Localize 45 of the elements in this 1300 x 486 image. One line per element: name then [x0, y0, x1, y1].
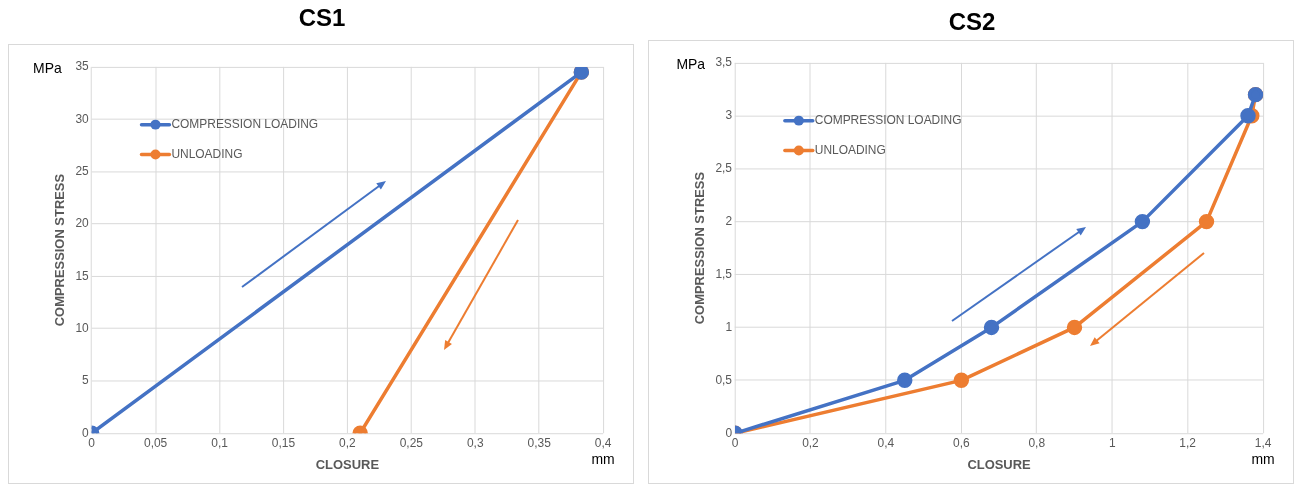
- y-axis-title: COMPRESSION STRESS: [692, 171, 708, 325]
- x-tick-label: 0,2: [802, 435, 820, 450]
- y-tick-label: 2,5: [715, 161, 733, 175]
- x-tick-label: 1,2: [1179, 435, 1197, 450]
- text: mm: [1251, 450, 1275, 467]
- y-tick-label: 2: [725, 213, 733, 228]
- x-tick-label: 1: [1108, 435, 1116, 450]
- x-tick-label: 0,2: [339, 435, 357, 450]
- x-tick-label: 0,4: [594, 435, 612, 450]
- x-tick-label: 1,4: [1254, 435, 1272, 450]
- x-tick-label: 0,3: [466, 435, 484, 450]
- y-tick-label: 20: [75, 216, 90, 231]
- y-tick-label: 1,5: [715, 266, 733, 281]
- y-axis-title: COMPRESSION STRESS: [52, 173, 68, 327]
- legend-label: UNLOADING: [171, 146, 243, 161]
- text: mm: [591, 450, 615, 467]
- x-tick-label: 0,35: [527, 435, 552, 450]
- text: MPa: [676, 55, 706, 72]
- y-tick-label: 0: [725, 425, 733, 440]
- x-tick-label: 0,15: [271, 435, 296, 450]
- x-axis-title: CLOSURE: [967, 456, 1032, 472]
- text: MPa: [33, 59, 63, 76]
- legend-label: COMPRESSION LOADING: [814, 112, 962, 127]
- x-tick-label: 0,25: [399, 435, 424, 450]
- legend-label: COMPRESSION LOADING: [171, 116, 319, 131]
- y-tick-label: 30: [75, 111, 90, 126]
- y-tick-label: 5: [82, 373, 90, 388]
- chart-title: CS1: [297, 4, 347, 32]
- y-tick-label: 3,5: [715, 55, 733, 70]
- y-tick-label: 35: [75, 59, 90, 74]
- y-tick-label: 1: [725, 319, 733, 334]
- chart-title: CS2: [947, 8, 997, 36]
- x-tick-label: 0,6: [953, 435, 970, 450]
- x-tick-label: 0,1: [211, 435, 229, 450]
- x-tick-label: 0,8: [1028, 435, 1046, 450]
- y-tick-label: 10: [75, 320, 90, 335]
- legend-label: UNLOADING: [814, 142, 886, 157]
- y-tick-label: 15: [75, 268, 90, 283]
- y-tick-label: 3: [725, 108, 733, 123]
- y-tick-label: 0: [82, 425, 90, 440]
- x-tick-label: 0,4: [877, 435, 895, 450]
- y-tick-label: 25: [75, 163, 90, 178]
- x-axis-title: CLOSURE: [315, 456, 380, 472]
- y-tick-label: 0,5: [715, 372, 733, 387]
- x-tick-label: 0,05: [143, 435, 168, 450]
